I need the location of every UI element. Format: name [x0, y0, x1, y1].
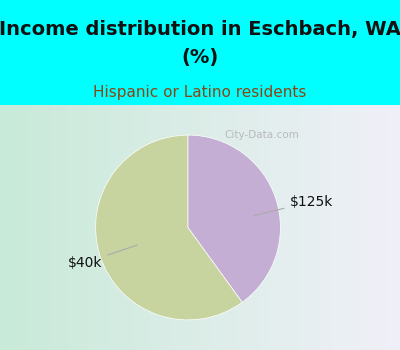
Wedge shape [188, 135, 280, 302]
Text: $40k: $40k [68, 245, 137, 270]
Text: Income distribution in Eschbach, WA: Income distribution in Eschbach, WA [0, 20, 400, 39]
Wedge shape [96, 135, 242, 320]
Text: Hispanic or Latino residents: Hispanic or Latino residents [93, 85, 307, 100]
Text: (%): (%) [181, 48, 219, 67]
Text: $125k: $125k [254, 195, 333, 216]
Text: City-Data.com: City-Data.com [224, 130, 299, 140]
